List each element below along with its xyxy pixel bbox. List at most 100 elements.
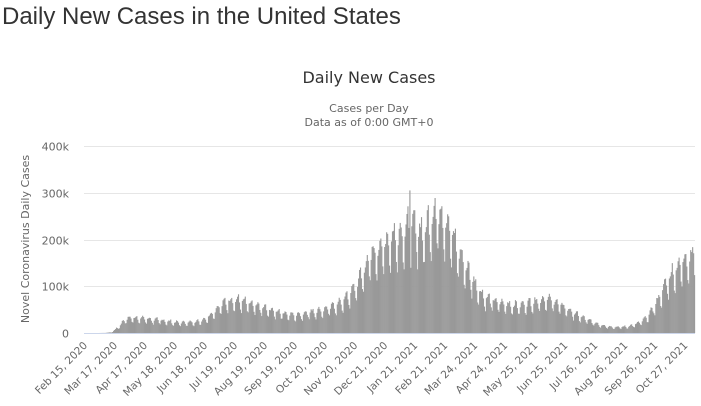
bar xyxy=(328,315,331,333)
bar xyxy=(241,300,243,333)
bar xyxy=(184,323,186,333)
bar xyxy=(430,261,432,333)
bar xyxy=(574,313,577,333)
bar xyxy=(222,300,224,333)
bar xyxy=(479,291,481,333)
bar xyxy=(233,310,235,333)
bar xyxy=(481,291,483,333)
bar xyxy=(389,265,391,333)
bar xyxy=(354,290,356,333)
bar xyxy=(133,318,135,333)
bar xyxy=(693,253,695,333)
bar xyxy=(678,257,680,333)
bar xyxy=(650,307,652,333)
bar xyxy=(305,311,307,333)
bar xyxy=(251,300,253,333)
bar xyxy=(144,319,146,333)
bar xyxy=(683,258,685,333)
bar xyxy=(165,324,167,333)
bar xyxy=(298,312,300,333)
bar xyxy=(216,306,218,333)
bar xyxy=(342,312,344,333)
bar xyxy=(166,325,168,333)
bar xyxy=(645,317,647,333)
bar xyxy=(647,322,649,333)
bar xyxy=(409,190,411,333)
bar xyxy=(546,299,548,333)
bar xyxy=(245,303,247,333)
bar xyxy=(224,297,226,333)
bar xyxy=(198,321,200,333)
bar xyxy=(331,302,334,333)
bar xyxy=(420,227,422,333)
bar xyxy=(197,319,199,333)
bar xyxy=(507,302,509,333)
bar xyxy=(236,296,239,333)
bar xyxy=(407,206,409,333)
bar xyxy=(250,301,252,333)
bar xyxy=(359,267,362,333)
bar xyxy=(217,306,219,333)
bar xyxy=(329,308,332,333)
bar xyxy=(652,311,654,333)
bar xyxy=(201,321,203,333)
bar xyxy=(484,311,486,333)
bar xyxy=(453,232,456,333)
bar xyxy=(154,318,156,333)
bar xyxy=(477,302,479,333)
y-axis-label: Novel Coronavirus Daily Cases xyxy=(19,155,32,323)
bar xyxy=(357,286,359,333)
bar xyxy=(649,310,651,333)
bar xyxy=(195,321,197,333)
bar xyxy=(280,318,282,333)
bar xyxy=(542,297,545,333)
bar xyxy=(420,217,423,333)
bar xyxy=(173,325,175,333)
bar xyxy=(274,319,276,333)
bar xyxy=(641,321,643,333)
bar xyxy=(432,216,434,333)
bar xyxy=(332,302,334,333)
bar xyxy=(492,300,494,333)
bar xyxy=(385,243,387,333)
bar xyxy=(313,313,315,333)
bar xyxy=(259,309,261,333)
bar xyxy=(591,323,593,333)
gridlines xyxy=(84,146,695,287)
bar xyxy=(400,227,402,333)
bar xyxy=(688,283,690,333)
bar xyxy=(307,317,309,333)
bar xyxy=(190,321,192,333)
bar xyxy=(634,327,636,333)
bar xyxy=(403,269,405,333)
bar xyxy=(423,261,425,333)
bar xyxy=(663,284,665,333)
bar xyxy=(156,317,158,333)
bar xyxy=(116,328,119,333)
bar xyxy=(248,303,250,333)
bar xyxy=(690,250,692,333)
y-tick-label: 100k xyxy=(42,281,70,294)
bars xyxy=(98,190,696,333)
bar xyxy=(310,309,312,333)
bar xyxy=(440,208,442,333)
bar xyxy=(207,316,210,333)
bar xyxy=(316,312,318,333)
bar xyxy=(255,305,257,333)
bar xyxy=(341,310,343,333)
bar xyxy=(506,306,508,333)
bar xyxy=(158,323,160,333)
bar xyxy=(347,299,349,333)
bar xyxy=(112,332,114,333)
bar xyxy=(630,324,632,333)
bar xyxy=(643,317,645,333)
bar xyxy=(524,313,526,333)
bar xyxy=(283,313,285,333)
bar xyxy=(672,274,674,333)
bar xyxy=(514,300,517,333)
bar xyxy=(257,302,259,333)
bar xyxy=(496,302,498,333)
bar xyxy=(510,306,512,333)
bar xyxy=(516,308,518,333)
